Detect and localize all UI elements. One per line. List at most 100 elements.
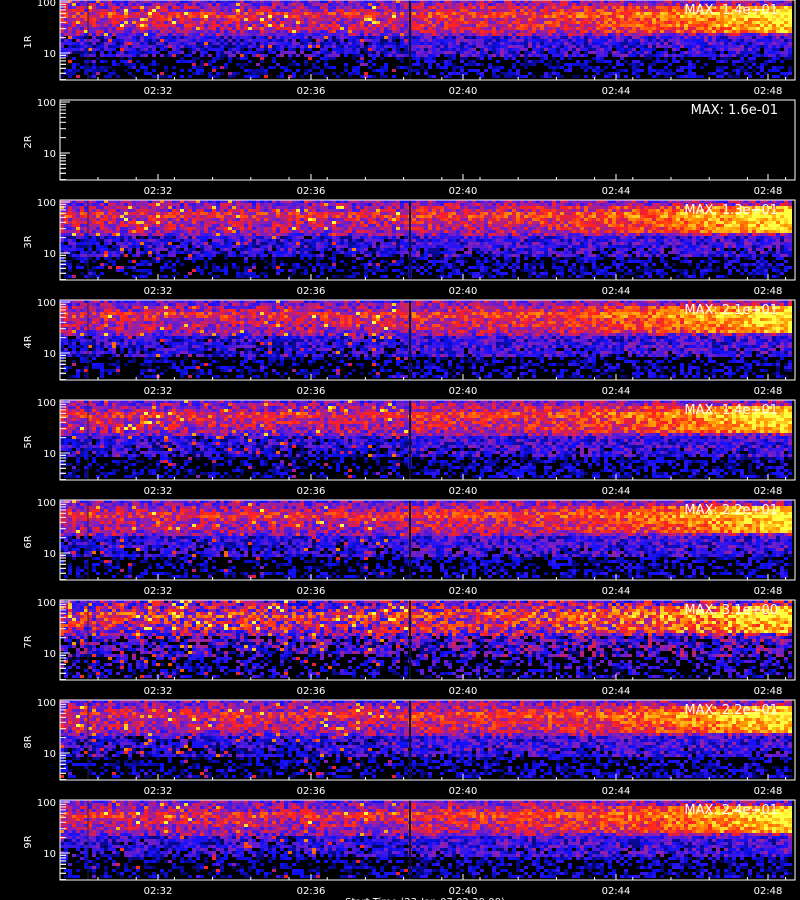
heatmap-cell	[232, 72, 236, 75]
heatmap-cell	[688, 24, 692, 27]
panel-1R: 100101R02:32 02:36 02:40 02:44 02:48MAX: 1.4…	[23, 0, 795, 97]
heatmap-cell	[528, 60, 532, 63]
heatmap-cell	[556, 18, 560, 21]
heatmap-cell	[308, 21, 312, 24]
heatmap-cell	[580, 21, 584, 24]
heatmap-cell	[404, 21, 408, 24]
heatmap-cell	[436, 54, 440, 57]
heatmap-cell	[360, 60, 364, 63]
heatmap-cell	[212, 15, 216, 18]
plot-frame	[60, 100, 795, 180]
heatmap-cell	[104, 18, 108, 21]
heatmap-cell	[388, 33, 392, 36]
heatmap-cell	[320, 3, 324, 6]
heatmap-cell	[580, 3, 584, 6]
heatmap-cell	[232, 39, 236, 42]
heatmap-cell	[128, 48, 132, 51]
heatmap-cell	[360, 39, 364, 42]
heatmap-cell	[184, 215, 188, 218]
heatmap-cell	[128, 206, 132, 209]
heatmap-cell	[168, 248, 172, 251]
heatmap-cell	[424, 33, 428, 36]
heatmap-cell	[484, 54, 488, 57]
heatmap-cell	[76, 218, 80, 221]
heatmap-cell	[104, 3, 108, 6]
heatmap-cell	[176, 203, 180, 206]
heatmap-cell	[192, 209, 196, 212]
heatmap-cell	[68, 275, 72, 278]
heatmap-cell	[692, 45, 696, 48]
heatmap-cell	[720, 30, 724, 33]
heatmap-cell	[588, 6, 592, 9]
heatmap-cell	[352, 54, 356, 57]
heatmap-cell	[168, 221, 172, 224]
heatmap-cell	[416, 63, 420, 66]
heatmap-cell	[88, 3, 92, 6]
heatmap-cell	[456, 66, 460, 69]
heatmap-cell	[88, 66, 92, 69]
heatmap-cell	[156, 42, 160, 45]
heatmap-cell	[532, 3, 536, 6]
heatmap-cell	[352, 12, 356, 15]
heatmap-cell	[632, 66, 636, 69]
heatmap-cell	[544, 18, 548, 21]
heatmap-cell	[604, 18, 608, 21]
heatmap-cell	[600, 15, 604, 18]
heatmap-cell	[120, 266, 124, 269]
heatmap-cell	[316, 12, 320, 15]
heatmap-cell	[712, 57, 716, 60]
heatmap-cell	[220, 9, 224, 12]
heatmap-cell	[204, 21, 208, 24]
heatmap-cell	[484, 18, 488, 21]
x-tick-label: 02:48	[754, 86, 783, 97]
heatmap-cell	[132, 33, 136, 36]
heatmap-cell	[700, 18, 704, 21]
heatmap-cell	[572, 51, 576, 54]
heatmap-cell	[496, 75, 500, 78]
heatmap-cell	[200, 18, 204, 21]
heatmap-cell	[136, 239, 140, 242]
heatmap-cell	[308, 9, 312, 12]
heatmap-cell	[156, 63, 160, 66]
heatmap-cell	[680, 57, 684, 60]
heatmap-cell	[364, 36, 368, 39]
heatmap-cell	[180, 69, 184, 72]
heatmap-cell	[480, 72, 484, 75]
heatmap-cell	[224, 227, 228, 230]
heatmap-cell	[200, 6, 204, 9]
heatmap-cell	[268, 39, 272, 42]
heatmap-cell	[200, 221, 204, 224]
heatmap-cell	[140, 9, 144, 12]
heatmap-cell	[328, 66, 332, 69]
heatmap-cell	[124, 221, 128, 224]
heatmap-cell	[140, 245, 144, 248]
heatmap-cell	[496, 12, 500, 15]
heatmap-cell	[176, 245, 180, 248]
heatmap-cell	[488, 12, 492, 15]
heatmap-cell	[312, 12, 316, 15]
x-tick-label: 02:40	[449, 186, 478, 197]
heatmap-cell	[96, 9, 100, 12]
heatmap-cell	[84, 215, 88, 218]
heatmap-cell	[472, 36, 476, 39]
heatmap-cell	[596, 30, 600, 33]
heatmap-cell	[212, 48, 216, 51]
heatmap-cell	[108, 257, 112, 260]
heatmap-cell	[120, 39, 124, 42]
heatmap-cell	[88, 54, 92, 57]
heatmap-cell	[248, 6, 252, 9]
heatmap-cell	[72, 51, 76, 54]
heatmap-cell	[84, 236, 88, 239]
heatmap-cell	[660, 24, 664, 27]
heatmap-cell	[368, 42, 372, 45]
heatmap-cell	[92, 21, 96, 24]
heatmap-cell	[220, 72, 224, 75]
heatmap-cell	[780, 24, 784, 27]
heatmap-cell	[196, 66, 200, 69]
heatmap-cell	[240, 15, 244, 18]
heatmap-cell	[516, 15, 520, 18]
heatmap-cell	[112, 27, 116, 30]
heatmap-cell	[100, 206, 104, 209]
heatmap-cell	[516, 42, 520, 45]
heatmap-cell	[396, 18, 400, 21]
